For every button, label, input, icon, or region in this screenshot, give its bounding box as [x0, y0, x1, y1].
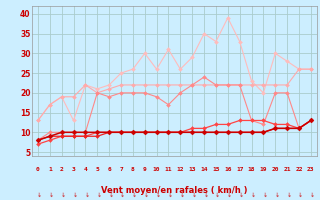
Text: ↗: ↗ — [141, 189, 148, 196]
Text: ↗: ↗ — [201, 189, 207, 196]
Text: ↗: ↗ — [272, 189, 279, 196]
Text: ↗: ↗ — [189, 189, 196, 196]
Text: ↗: ↗ — [35, 189, 41, 196]
Text: ↗: ↗ — [177, 189, 184, 196]
Text: ↗: ↗ — [130, 189, 136, 196]
Text: ↗: ↗ — [117, 189, 124, 196]
Text: ↗: ↗ — [153, 189, 160, 196]
Text: ↗: ↗ — [165, 189, 172, 196]
Text: ↗: ↗ — [224, 189, 231, 196]
Text: ↗: ↗ — [248, 189, 255, 196]
Text: ↗: ↗ — [284, 189, 291, 196]
Text: ↗: ↗ — [46, 189, 53, 196]
Text: ↗: ↗ — [236, 189, 243, 196]
Text: ↗: ↗ — [106, 189, 113, 196]
X-axis label: Vent moyen/en rafales ( km/h ): Vent moyen/en rafales ( km/h ) — [101, 186, 248, 195]
Text: ↗: ↗ — [296, 189, 302, 196]
Text: ↗: ↗ — [212, 189, 219, 196]
Text: ↗: ↗ — [260, 189, 267, 196]
Text: ↗: ↗ — [58, 189, 65, 196]
Text: ↗: ↗ — [70, 189, 77, 196]
Text: ↗: ↗ — [308, 189, 314, 196]
Text: ↗: ↗ — [94, 189, 101, 196]
Text: ↗: ↗ — [82, 189, 89, 196]
